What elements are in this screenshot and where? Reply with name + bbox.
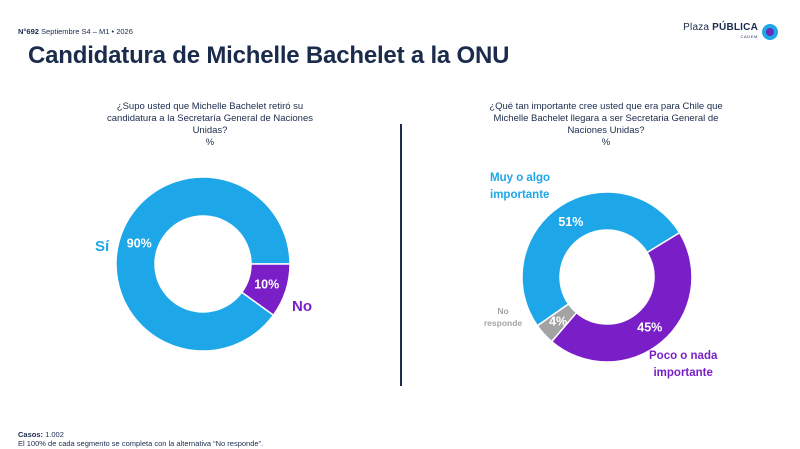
issue-detail: Septiembre S4 – M1 • 2026 (41, 27, 133, 36)
question-2-text: ¿Qué tan importante cree usted que era p… (489, 101, 723, 136)
category-label-nr-line1: No (497, 306, 509, 316)
data-label-poco-o-nada-importante: 45% (637, 320, 662, 334)
question-1-text: ¿Supo usted que Michelle Bachelet retiró… (107, 101, 313, 136)
logo-mark-icon (762, 24, 778, 40)
divider-line (400, 124, 402, 386)
footer-note: Casos: 1.002 El 100% de cada segmento se… (18, 430, 263, 448)
data-label-s-: 90% (127, 236, 152, 250)
category-label-nr-line2: responde (483, 318, 523, 328)
category-label-poco-line2: importante (653, 367, 713, 379)
donut-chart-1: 90% 10% (115, 176, 291, 352)
question-1-unit: % (205, 137, 215, 148)
issue-number: N°692 (18, 27, 39, 36)
data-label-no: 10% (254, 278, 279, 292)
cases-value: 1.002 (45, 430, 64, 439)
category-label-muy-line2: importante (490, 189, 550, 201)
issue-info: N°692 Septiembre S4 – M1 • 2026 (18, 27, 133, 36)
question-1: ¿Supo usted que Michelle Bachelet retiró… (95, 101, 325, 149)
data-label-no-responde: 4% (549, 314, 567, 328)
donut-slice-no (240, 263, 291, 317)
logo-text-bold: PÚBLICA (712, 22, 758, 33)
category-label-no: No (292, 298, 312, 315)
page-title: Candidatura de Michelle Bachelet a la ON… (28, 42, 510, 69)
donut-slice-poco-o-nada-importante (550, 231, 693, 363)
donut-chart-2: 51% 45% 4% (521, 191, 693, 363)
category-label-poco-importante: Poco o nada importante (649, 348, 717, 382)
footnote: El 100% de cada segmento se completa con… (18, 439, 264, 448)
category-label-si: Sí (95, 238, 110, 255)
donut-slice-no-responde (536, 302, 578, 343)
category-label-poco-line1: Poco o nada (649, 350, 718, 362)
category-label-muy-importante: Muy o algo importante (490, 170, 550, 204)
question-2: ¿Qué tan importante cree usted que era p… (475, 101, 737, 149)
logo-subtext: CADEM (740, 34, 758, 39)
logo-text-light: Plaza (683, 22, 710, 33)
category-label-muy-line1: Muy o algo (490, 172, 551, 184)
cases-label: Casos: (18, 430, 44, 439)
data-label-muy-o-algo-importante: 51% (558, 215, 583, 229)
question-2-unit: % (601, 137, 611, 148)
donut-slice-muy-o-algo-importante (521, 191, 681, 327)
category-label-no-responde: No responde (478, 305, 528, 329)
plaza-publica-logo: Plaza PÚBLICA CADEM (683, 22, 778, 44)
donut-slice-s- (115, 176, 291, 352)
